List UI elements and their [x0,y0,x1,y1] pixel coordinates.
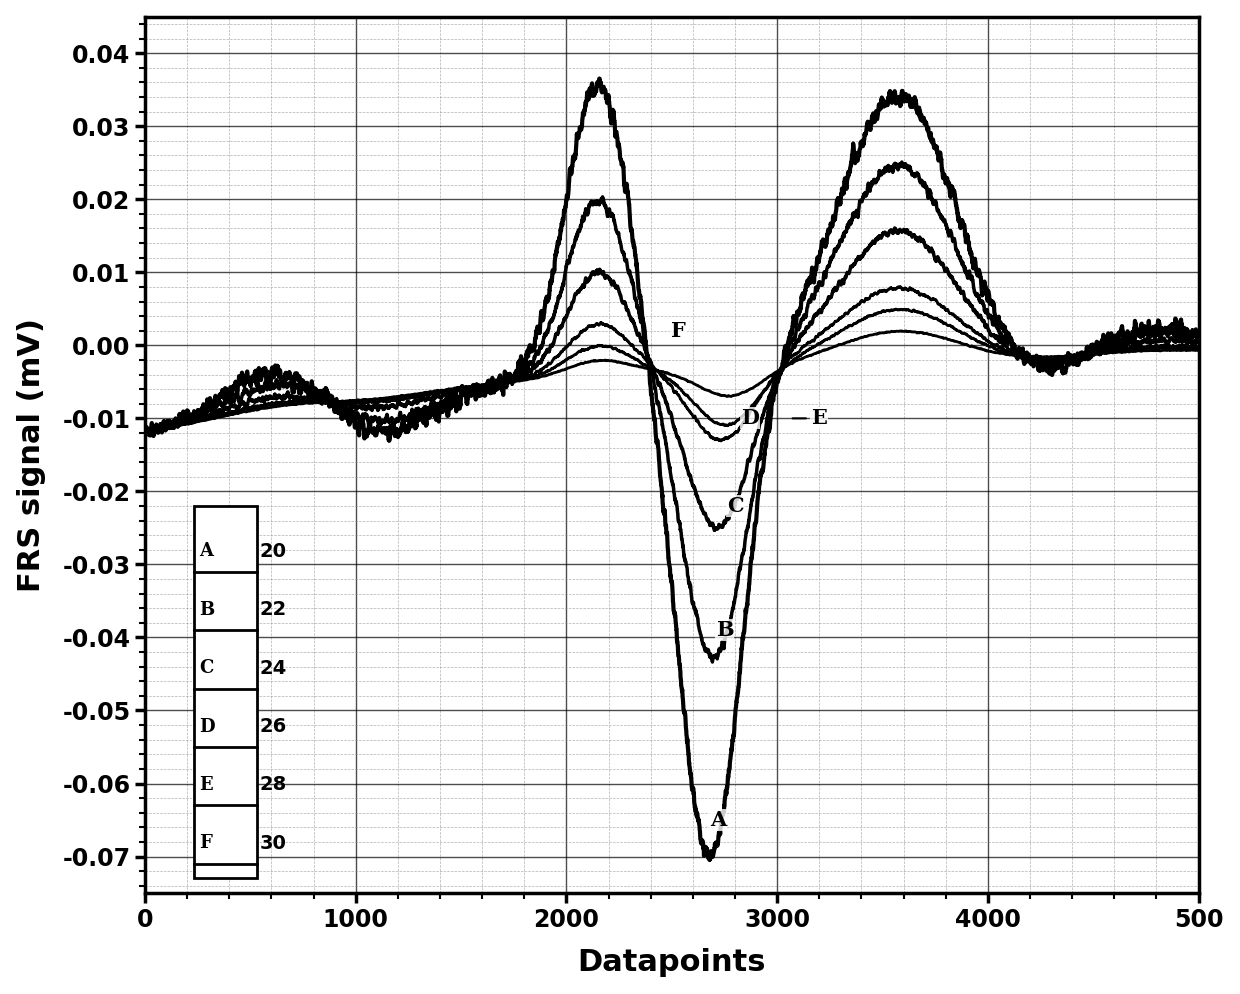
Text: 22: 22 [260,600,288,619]
Text: C: C [727,496,743,516]
Text: 28: 28 [260,775,288,794]
Text: C: C [198,659,213,677]
Text: 26: 26 [260,717,288,737]
Text: F: F [198,834,212,853]
Text: E: E [811,409,827,428]
X-axis label: Datapoints: Datapoints [578,948,766,977]
Text: 30: 30 [260,834,286,853]
Text: D: D [740,409,759,428]
Bar [193,506,257,879]
Text: E: E [198,776,212,794]
Text: F: F [671,321,686,341]
Text: A: A [711,810,727,830]
Text: A: A [198,543,213,561]
Text: 20: 20 [260,542,286,561]
Text: 24: 24 [260,659,288,678]
Text: B: B [715,620,733,640]
Text: B: B [198,600,215,618]
Text: D: D [198,718,215,736]
Y-axis label: FRS signal (mV): FRS signal (mV) [16,318,46,591]
